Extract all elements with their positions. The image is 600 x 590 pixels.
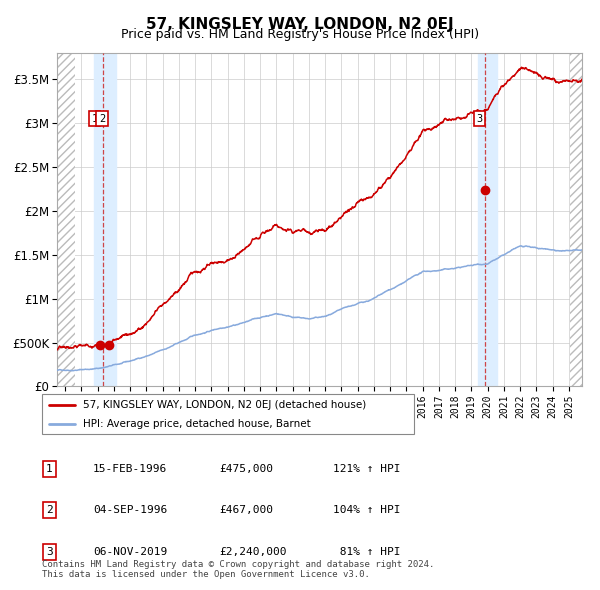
Text: 121% ↑ HPI: 121% ↑ HPI: [333, 464, 401, 474]
Text: 04-SEP-1996: 04-SEP-1996: [93, 506, 167, 515]
Bar: [94, 53, 116, 386]
Text: 1: 1: [92, 114, 98, 124]
Text: 06-NOV-2019: 06-NOV-2019: [93, 547, 167, 556]
Bar: [478, 53, 497, 386]
Text: 57, KINGSLEY WAY, LONDON, N2 0EJ: 57, KINGSLEY WAY, LONDON, N2 0EJ: [146, 17, 454, 31]
Text: £2,240,000: £2,240,000: [219, 547, 287, 556]
Bar: [57, 53, 74, 386]
Text: 3: 3: [476, 114, 483, 124]
Text: 15-FEB-1996: 15-FEB-1996: [93, 464, 167, 474]
Text: Price paid vs. HM Land Registry's House Price Index (HPI): Price paid vs. HM Land Registry's House …: [121, 28, 479, 41]
Text: 2: 2: [46, 506, 53, 515]
Text: Contains HM Land Registry data © Crown copyright and database right 2024.
This d: Contains HM Land Registry data © Crown c…: [42, 560, 434, 579]
Bar: [570, 53, 582, 386]
FancyBboxPatch shape: [42, 394, 414, 434]
Text: £475,000: £475,000: [219, 464, 273, 474]
Text: 81% ↑ HPI: 81% ↑ HPI: [333, 547, 401, 556]
Text: 3: 3: [46, 547, 53, 556]
Text: 2: 2: [99, 114, 105, 124]
Text: 1: 1: [46, 464, 53, 474]
Text: 104% ↑ HPI: 104% ↑ HPI: [333, 506, 401, 515]
Text: £467,000: £467,000: [219, 506, 273, 515]
Text: 57, KINGSLEY WAY, LONDON, N2 0EJ (detached house): 57, KINGSLEY WAY, LONDON, N2 0EJ (detach…: [83, 400, 366, 410]
Text: HPI: Average price, detached house, Barnet: HPI: Average price, detached house, Barn…: [83, 419, 311, 428]
